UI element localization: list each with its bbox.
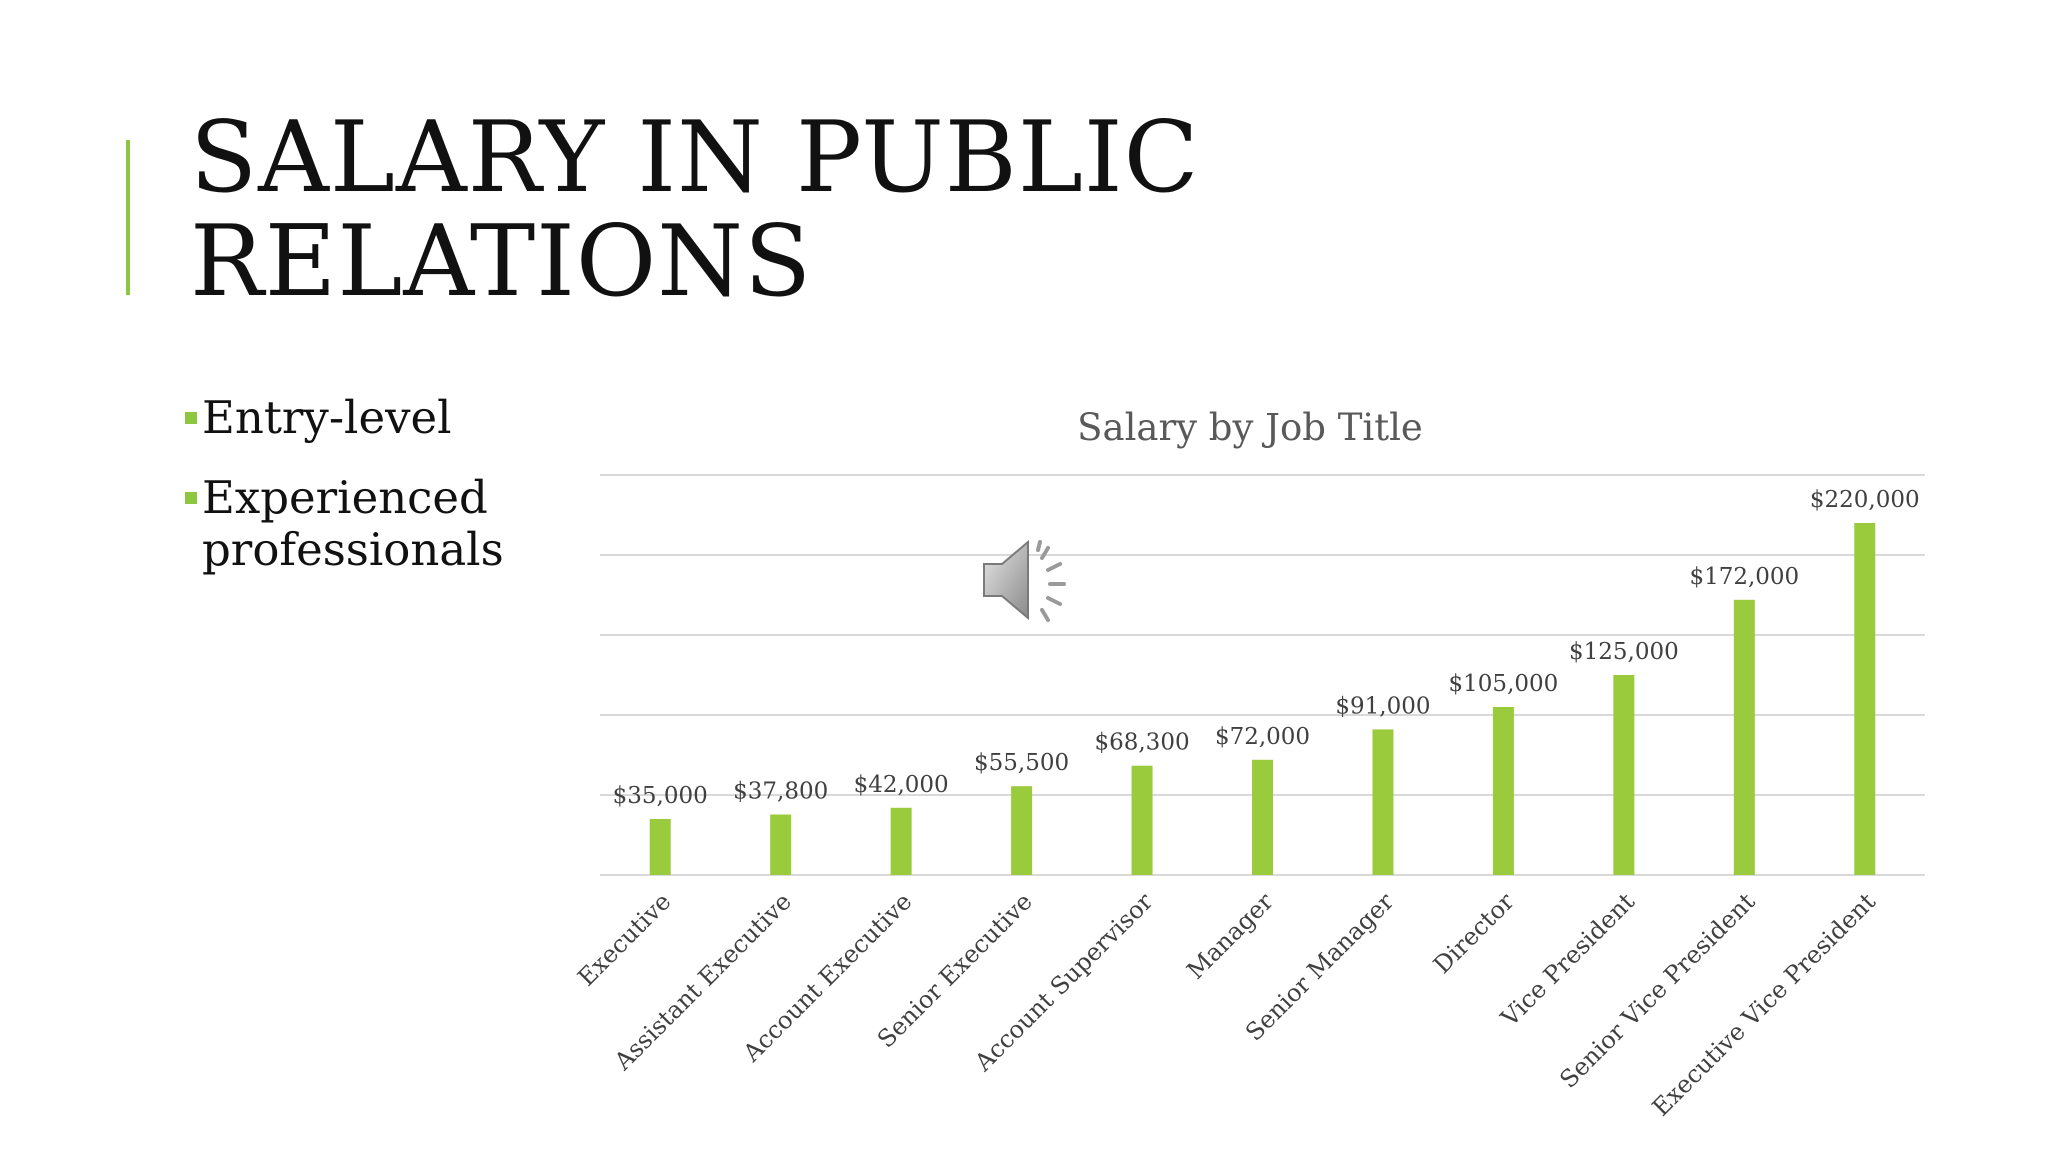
bar — [1252, 759, 1273, 875]
bar — [890, 807, 912, 875]
bullet-square-icon — [185, 412, 197, 424]
data-label: $35,000 — [613, 783, 708, 809]
bar — [1854, 523, 1876, 875]
bar — [1492, 707, 1514, 875]
category-label: Manager — [1181, 887, 1279, 985]
data-label: $55,500 — [974, 750, 1069, 776]
data-label: $68,300 — [1094, 730, 1189, 756]
data-label: $72,000 — [1215, 724, 1310, 750]
bullet-text: Entry-level — [202, 391, 452, 444]
slide-title: SALARY IN PUBLIC RELATIONS — [190, 106, 1490, 314]
data-label: $37,800 — [733, 779, 828, 805]
bullet-item-experienced: Experienced professionals — [180, 472, 602, 576]
data-label: $125,000 — [1569, 639, 1679, 665]
salary-bar-chart: Salary by Job Title $35,000 $37,800 $42,00… — [572, 406, 1925, 1122]
bar — [1372, 729, 1394, 875]
bar — [1613, 675, 1635, 875]
bar — [1131, 765, 1153, 875]
data-label: $172,000 — [1689, 564, 1799, 590]
bullet-square-icon — [185, 492, 197, 504]
bar — [1011, 786, 1033, 875]
data-label: $91,000 — [1335, 693, 1430, 719]
data-label: $105,000 — [1449, 671, 1559, 697]
bar — [649, 819, 671, 875]
category-label: Senior Vice President — [1554, 887, 1760, 1093]
speaker-icon[interactable] — [976, 530, 1086, 630]
chart-bars — [649, 523, 1876, 875]
category-label: Executive — [572, 887, 676, 991]
bullet-list: Entry-level Experienced professionals — [180, 392, 602, 604]
category-label: Executive Vice President — [1647, 887, 1881, 1121]
chart-title: Salary by Job Title — [1077, 406, 1423, 449]
chart-data-labels: $35,000 $37,800 $42,000 $55,500 $68,300 $72,0… — [613, 487, 1920, 809]
data-label: $220,000 — [1810, 487, 1920, 513]
chart-gridlines — [600, 474, 1925, 876]
title-accent-bar — [126, 140, 130, 295]
slide-title-line-2: RELATIONS — [190, 205, 813, 319]
bar — [770, 814, 792, 875]
bar — [1733, 599, 1755, 875]
slide-title-line-1: SALARY IN PUBLIC — [190, 101, 1200, 215]
category-label: Director — [1428, 887, 1520, 979]
bullet-item-entry-level: Entry-level — [180, 392, 602, 444]
data-label: $42,000 — [854, 772, 949, 798]
bullet-text: Experienced professionals — [202, 471, 504, 576]
